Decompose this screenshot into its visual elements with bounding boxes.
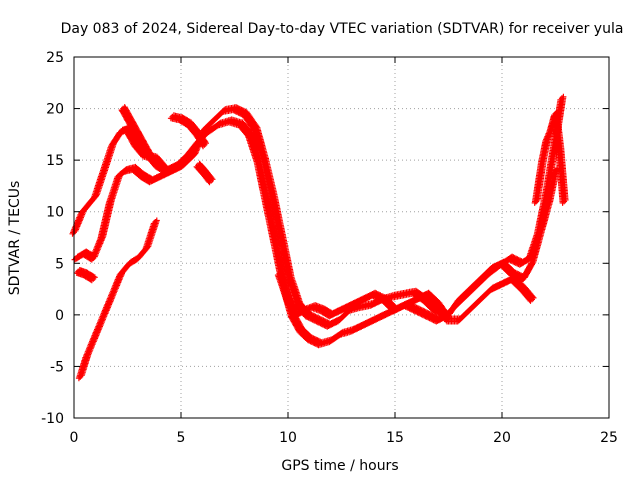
chart-container: 0 5 10 15 20 25 -10 -5 0 5 10 15 20 25 Day 083 of 202… bbox=[0, 0, 640, 480]
x-tick-label: 25 bbox=[600, 430, 618, 446]
y-tick-label: 20 bbox=[46, 102, 64, 118]
y-tick-label: 15 bbox=[46, 153, 64, 169]
x-tick-label: 0 bbox=[70, 430, 79, 446]
x-axis-label: GPS time / hours bbox=[281, 458, 398, 474]
y-tick-label: -5 bbox=[50, 359, 64, 375]
x-tick-label: 5 bbox=[177, 430, 186, 446]
chart-background bbox=[0, 0, 640, 480]
y-tick-label: 25 bbox=[46, 50, 64, 66]
y-tick-label: 0 bbox=[55, 308, 64, 324]
x-tick-label: 20 bbox=[493, 430, 511, 446]
y-tick-label: 10 bbox=[46, 205, 64, 221]
y-tick-label: -10 bbox=[41, 411, 64, 427]
sdtvar-chart: 0 5 10 15 20 25 -10 -5 0 5 10 15 20 25 Day 083 of 202… bbox=[0, 0, 640, 480]
chart-title: Day 083 of 2024, Sidereal Day-to-day VTE… bbox=[61, 21, 624, 37]
x-tick-label: 10 bbox=[279, 430, 297, 446]
y-axis-label: SDTVAR / TECUs bbox=[7, 181, 23, 296]
y-tick-label: 5 bbox=[55, 256, 64, 272]
x-tick-label: 15 bbox=[386, 430, 404, 446]
